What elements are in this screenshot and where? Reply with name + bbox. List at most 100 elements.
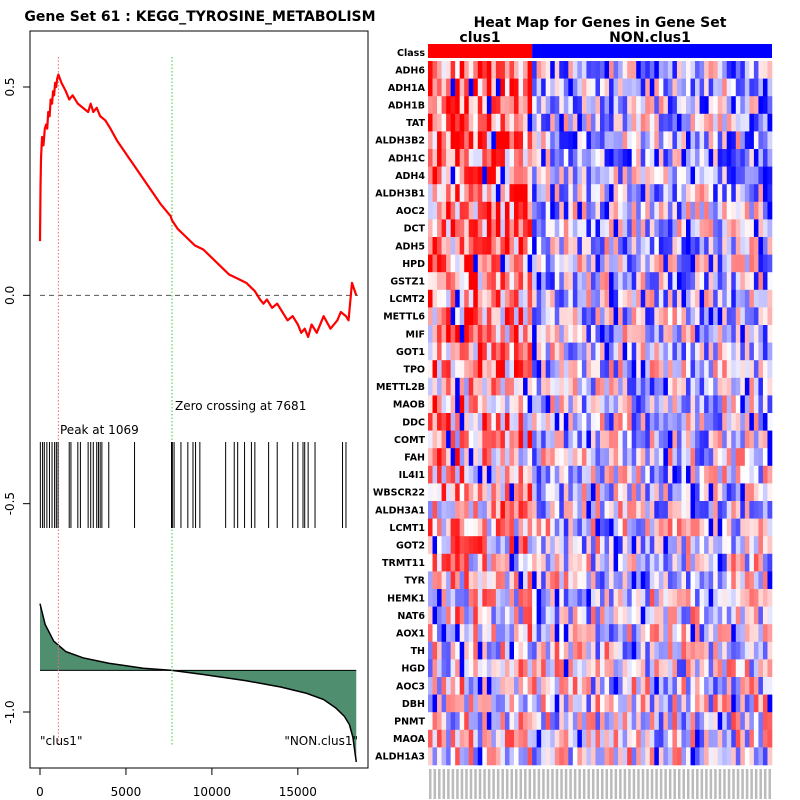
heatmap-cell <box>686 113 691 132</box>
heatmap-cell <box>586 641 592 660</box>
heatmap-cell <box>441 624 447 643</box>
heatmap-cell <box>441 78 447 97</box>
heatmap-cell <box>640 377 646 396</box>
heatmap-cell <box>744 325 750 343</box>
heatmap-cell <box>541 606 546 625</box>
heatmap-cell <box>695 96 700 115</box>
heatmap-cell <box>455 131 460 150</box>
heatmap-cell <box>672 149 678 167</box>
heatmap-cell <box>735 553 741 572</box>
heatmap-cell <box>595 166 601 185</box>
heatmap-cell <box>686 78 691 97</box>
heatmap-cell <box>432 237 438 255</box>
heatmap-cell <box>536 518 542 537</box>
heatmap-cell <box>441 694 447 713</box>
heatmap-cell <box>704 166 709 185</box>
heatmap-cell <box>468 149 474 167</box>
heatmap-cell <box>690 571 696 590</box>
heatmap-cell <box>550 166 556 185</box>
heatmap-cell <box>554 342 560 361</box>
heatmap-cell <box>491 677 497 695</box>
heatmap-cell <box>590 677 596 695</box>
heatmap-cell <box>762 606 768 625</box>
heatmap-cell <box>740 201 746 220</box>
heatmap-cell <box>722 430 728 449</box>
heatmap-cell <box>762 254 768 273</box>
heatmap-cell <box>446 624 451 643</box>
heatmap-cell <box>713 712 718 731</box>
heatmap-cell <box>432 589 438 607</box>
heatmap-cell <box>744 272 750 291</box>
heatmap-cell <box>726 272 732 291</box>
heatmap-cell <box>699 694 705 713</box>
heatmap-cell <box>595 325 601 343</box>
heatmap-cell <box>523 166 528 185</box>
heatmap-cell <box>708 307 714 326</box>
heatmap-cell <box>613 395 619 414</box>
heatmap-cell <box>622 149 628 167</box>
heatmap-cell <box>464 254 470 273</box>
heatmap-cell <box>518 289 524 308</box>
heatmap-cell <box>428 113 433 132</box>
heatmap-cell <box>509 589 515 607</box>
heatmap-cell <box>708 501 714 519</box>
heatmap-cell <box>731 536 737 555</box>
heatmap-cell <box>554 254 560 273</box>
sample-label <box>709 769 713 799</box>
heatmap-cell <box>491 96 497 115</box>
heatmap-cell <box>504 166 510 185</box>
heatmap-cell <box>541 149 546 167</box>
heatmap-cell <box>686 729 691 748</box>
heatmap-cell <box>486 166 492 185</box>
heatmap-cell <box>459 553 465 572</box>
heatmap-cell <box>500 483 506 502</box>
heatmap-cell <box>437 272 442 291</box>
heatmap-cell <box>627 201 632 220</box>
heatmap-cell <box>577 518 583 537</box>
heatmap-cell <box>459 624 465 643</box>
heatmap-cell <box>672 641 678 660</box>
heatmap-cell <box>504 307 510 326</box>
heatmap-cell <box>504 694 510 713</box>
heatmap-cell <box>649 747 655 766</box>
heatmap-cell <box>609 201 614 220</box>
heatmap-cell <box>636 641 642 660</box>
heatmap-cell <box>595 571 601 590</box>
heatmap-cell <box>477 747 483 766</box>
heatmap-cell <box>464 377 470 396</box>
heatmap-cell <box>640 149 646 167</box>
heatmap-cell <box>509 289 515 308</box>
heatmap-cell <box>590 342 596 361</box>
heatmap-cell <box>726 501 732 519</box>
heatmap-cell <box>432 166 438 185</box>
heatmap-cell <box>636 448 642 467</box>
heatmap-cell <box>663 307 669 326</box>
heatmap-cell <box>428 729 433 748</box>
heatmap-cell <box>717 96 723 115</box>
heatmap-cell <box>740 360 746 379</box>
heatmap-cell <box>758 184 764 203</box>
heatmap-cell <box>690 589 696 607</box>
heatmap-cell <box>636 360 642 379</box>
heatmap-cell <box>627 413 632 431</box>
heatmap-cell <box>604 553 610 572</box>
heatmap-cell <box>491 360 497 379</box>
heatmap-cell <box>676 131 682 150</box>
heatmap-cell <box>550 342 556 361</box>
heatmap-cell <box>568 729 574 748</box>
heatmap-cell <box>713 96 718 115</box>
heatmap-cell <box>482 571 488 590</box>
heatmap-cell <box>491 289 497 308</box>
heatmap-cell <box>753 536 759 555</box>
heatmap-cell <box>577 624 583 643</box>
ranked-metric-curve <box>39 603 358 763</box>
heatmap-cell <box>559 641 565 660</box>
heatmap-cell <box>713 518 718 537</box>
heatmap-cell <box>672 571 678 590</box>
heatmap-cell <box>649 694 655 713</box>
heatmap-cell <box>767 448 773 467</box>
heatmap-cell <box>581 360 587 379</box>
heatmap-cell <box>681 624 687 643</box>
heatmap-cell <box>722 325 728 343</box>
heatmap-cell <box>590 729 596 748</box>
